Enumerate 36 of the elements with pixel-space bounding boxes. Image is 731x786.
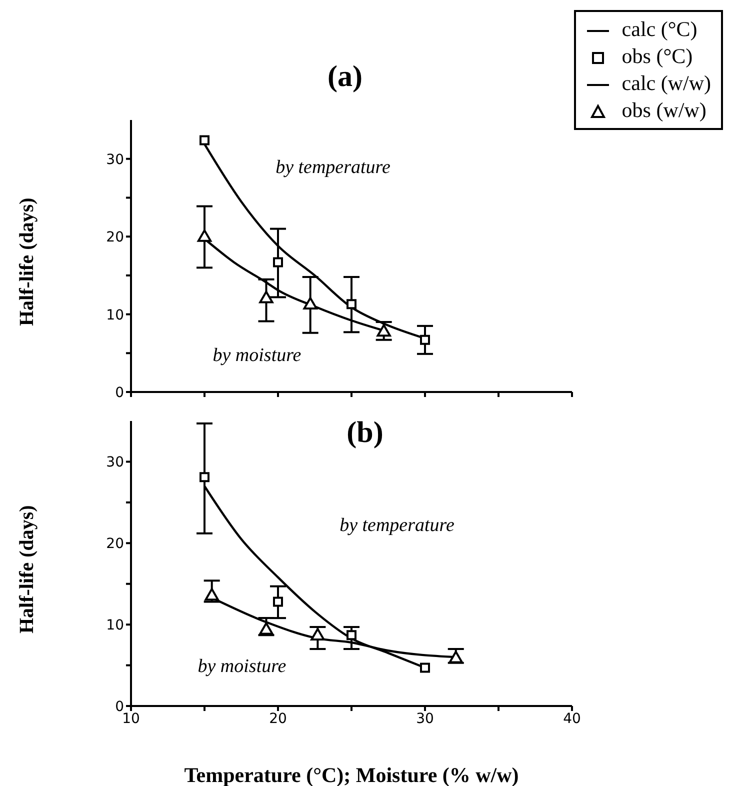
point	[197, 229, 212, 242]
y-tick-label: 20	[106, 230, 124, 246]
point	[376, 324, 391, 337]
x-tick-label: 40	[563, 710, 581, 727]
point	[273, 257, 283, 268]
chart-title: (b)	[346, 416, 384, 450]
y-tick-label: 20	[106, 536, 124, 552]
point	[303, 296, 318, 310]
annotation: by temperature	[338, 515, 456, 537]
y-tick-label: 30	[106, 454, 124, 471]
chart-title: (a)	[326, 60, 364, 94]
y-tick-label: 10	[106, 618, 124, 634]
y-axis-title: Half-life (days)	[16, 505, 38, 634]
legend-label: obs (°C)	[622, 44, 693, 68]
point	[259, 290, 274, 304]
y-axis-title: Half-life (days)	[16, 198, 38, 326]
point	[200, 472, 210, 482]
point	[346, 299, 356, 310]
legend-label: calc (w/w)	[622, 71, 711, 95]
legend-label: obs (w/w)	[622, 98, 706, 122]
x-tick-label: 30	[416, 710, 434, 727]
annotation: by moisture	[212, 345, 302, 367]
annotation: by moisture	[196, 656, 288, 678]
y-tick-label: 30	[106, 152, 124, 168]
y-tick-label: 0	[115, 698, 124, 715]
point	[273, 596, 283, 607]
point	[259, 622, 274, 635]
legend-label: calc (°C)	[622, 17, 698, 41]
y-tick-label: 0	[115, 384, 124, 401]
point	[200, 135, 210, 146]
point	[204, 588, 219, 601]
point	[420, 334, 430, 345]
point	[310, 628, 325, 640]
y-tick-label: 10	[106, 307, 124, 324]
annotation: by temperature	[274, 157, 392, 179]
x-tick-label: 20	[269, 710, 287, 727]
